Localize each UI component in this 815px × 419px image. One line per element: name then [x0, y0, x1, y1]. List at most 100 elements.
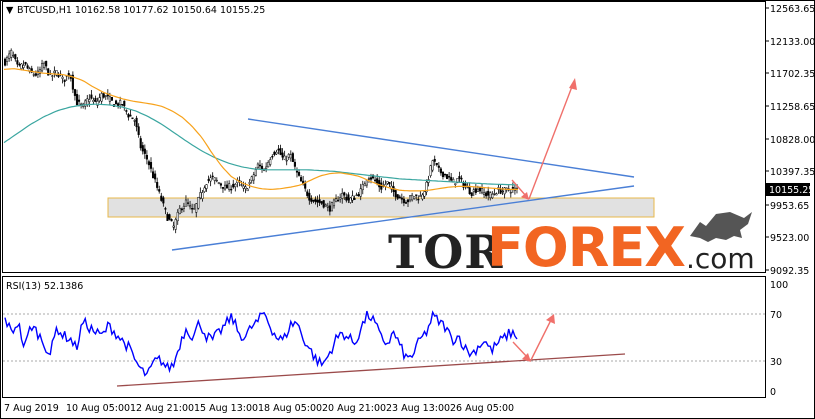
- candle-body: [365, 179, 368, 186]
- candle-body: [226, 184, 229, 189]
- candle-body: [170, 219, 173, 222]
- ma-slow-line: [3, 103, 519, 186]
- candle-body: [291, 153, 294, 162]
- arrow-up-line: [528, 83, 574, 200]
- candle-body: [174, 219, 177, 230]
- candle-body: [341, 192, 344, 199]
- time-tick: 26 Aug 05:00: [450, 403, 514, 414]
- candle-body: [152, 171, 155, 179]
- candle-body: [18, 64, 21, 66]
- candle-body: [425, 181, 428, 193]
- candle-body: [242, 185, 245, 189]
- candle-body: [326, 205, 329, 208]
- candle-body: [178, 207, 181, 215]
- watermark-dotcom: .com: [686, 242, 755, 275]
- candle-body: [281, 152, 284, 158]
- candle-body: [509, 192, 512, 194]
- ma-fast-group: [3, 68, 518, 192]
- candle-body: [172, 225, 175, 228]
- candle-body: [94, 97, 97, 102]
- ma-fast-line: [3, 68, 518, 192]
- candle-body: [209, 177, 212, 182]
- candle-body: [448, 176, 451, 178]
- candle-body: [474, 188, 477, 193]
- candle-body: [98, 97, 101, 102]
- candle-body: [328, 205, 331, 212]
- candle-body: [318, 199, 321, 203]
- candle-body: [376, 178, 379, 184]
- candle-body: [162, 197, 165, 204]
- candle-body: [71, 74, 74, 90]
- candle-body: [300, 177, 303, 182]
- candle-body: [223, 184, 227, 190]
- time-tick: 18 Aug 05:00: [258, 403, 322, 414]
- candle-body: [480, 188, 484, 194]
- time-tick: 7 Aug 2019: [4, 403, 59, 414]
- header-arrow[interactable]: ▼: [6, 5, 14, 16]
- candle-body: [411, 194, 414, 201]
- candle-body: [149, 162, 153, 169]
- candle-body: [215, 179, 218, 182]
- candle-body: [186, 202, 190, 204]
- price-tick: 9523.00: [770, 233, 809, 244]
- price-tick: 10828.00: [770, 135, 815, 146]
- arrow-down-line: [511, 179, 527, 197]
- candle-body: [417, 198, 420, 201]
- candle-body: [491, 193, 494, 199]
- candle-body: [279, 148, 282, 155]
- candle-body: [45, 60, 48, 67]
- rsi-arrow-down-head: [522, 353, 531, 362]
- candle-body: [297, 172, 301, 176]
- time-tick: 23 Aug 13:00: [386, 403, 450, 414]
- candle-body: [197, 197, 200, 209]
- candle-body: [493, 193, 496, 195]
- candle-body: [339, 197, 342, 200]
- candle-body: [501, 190, 504, 193]
- candle-body: [191, 208, 194, 210]
- candles-group: [3, 48, 519, 234]
- candle-body: [129, 114, 132, 117]
- candle-body: [287, 154, 290, 158]
- candle-body: [121, 104, 124, 106]
- candle-body: [269, 159, 272, 165]
- candle-body: [40, 63, 44, 72]
- candle-body: [398, 196, 401, 199]
- candle-body: [189, 205, 192, 208]
- candle-body: [386, 181, 389, 184]
- candle-body: [137, 126, 140, 135]
- candle-body: [14, 54, 17, 60]
- candle-body: [372, 174, 375, 179]
- candle-body: [55, 70, 58, 76]
- candle-body: [489, 192, 492, 199]
- candle-body: [180, 208, 183, 211]
- candle-body: [423, 191, 426, 197]
- candle-body: [195, 203, 198, 213]
- candle-body: [12, 54, 15, 57]
- rsi-line: [4, 310, 518, 377]
- candle-body: [343, 192, 346, 196]
- candle-body: [374, 179, 377, 182]
- candle-body: [168, 214, 171, 220]
- rsi-tick: 30: [770, 357, 782, 368]
- candle-body: [75, 94, 79, 106]
- support-trendline: [171, 185, 635, 251]
- candle-body: [433, 158, 436, 162]
- candle-body: [273, 151, 276, 155]
- candle-body: [446, 174, 449, 180]
- candle-body: [265, 166, 268, 170]
- candle-body: [24, 61, 27, 65]
- rsi-trendline: [116, 353, 626, 387]
- candle-body: [207, 179, 210, 181]
- candle-body: [156, 182, 159, 188]
- candle-body: [351, 195, 354, 201]
- price-tick: 10397.35: [770, 167, 815, 178]
- candle-body: [369, 177, 373, 180]
- candle-body: [415, 194, 418, 196]
- candle-body: [16, 60, 19, 65]
- candle-body: [431, 160, 434, 171]
- candle-body: [108, 96, 111, 102]
- candle-body: [460, 177, 463, 180]
- candle-body: [211, 175, 214, 178]
- candle-body: [421, 194, 424, 200]
